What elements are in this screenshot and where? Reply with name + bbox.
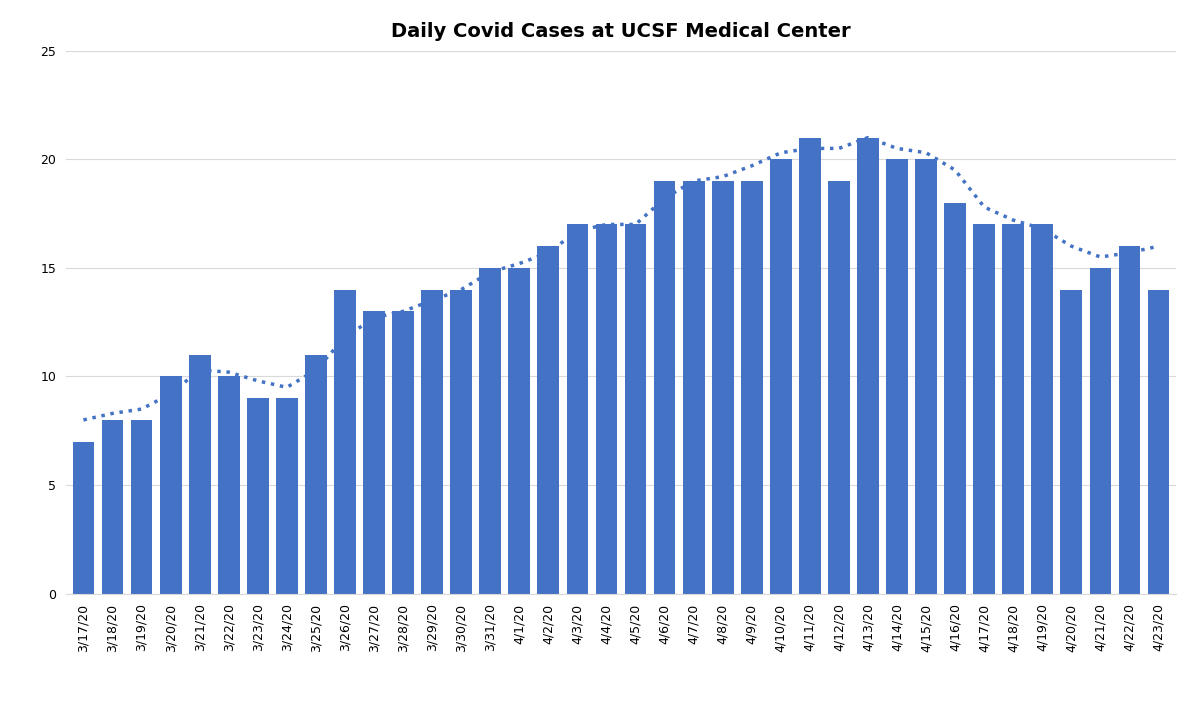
Bar <box>188 355 210 594</box>
Bar <box>770 159 792 594</box>
Bar <box>595 224 617 594</box>
Bar <box>683 181 704 594</box>
Bar <box>421 290 443 594</box>
Title: Daily Covid Cases at UCSF Medical Center: Daily Covid Cases at UCSF Medical Center <box>391 22 851 41</box>
Bar <box>305 355 326 594</box>
Bar <box>479 268 502 594</box>
Bar <box>131 420 152 594</box>
Bar <box>1032 224 1054 594</box>
Bar <box>276 398 298 594</box>
Bar <box>450 290 472 594</box>
Bar <box>364 311 385 594</box>
Bar <box>625 224 647 594</box>
Bar <box>973 224 995 594</box>
Bar <box>72 442 95 594</box>
Bar <box>654 181 676 594</box>
Bar <box>1002 224 1024 594</box>
Bar <box>102 420 124 594</box>
Bar <box>538 246 559 594</box>
Bar <box>218 376 240 594</box>
Bar <box>566 224 588 594</box>
Bar <box>857 138 878 594</box>
Bar <box>160 376 181 594</box>
Bar <box>1061 290 1082 594</box>
Bar <box>392 311 414 594</box>
Bar <box>247 398 269 594</box>
Bar <box>916 159 937 594</box>
Bar <box>799 138 821 594</box>
Bar <box>944 203 966 594</box>
Bar <box>712 181 733 594</box>
Bar <box>1147 290 1170 594</box>
Bar <box>334 290 356 594</box>
Bar <box>509 268 530 594</box>
Bar <box>828 181 850 594</box>
Bar <box>886 159 908 594</box>
Bar <box>740 181 763 594</box>
Bar <box>1090 268 1111 594</box>
Bar <box>1118 246 1140 594</box>
